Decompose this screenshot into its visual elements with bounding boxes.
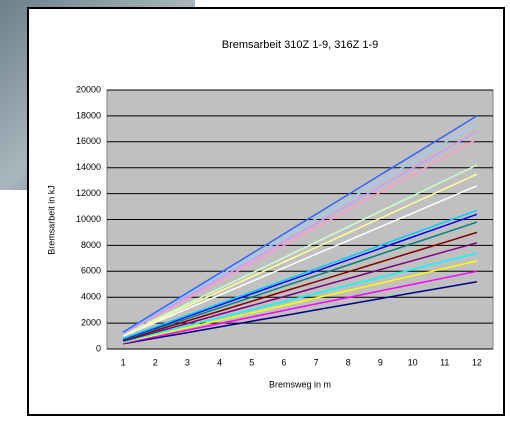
series-line: [122, 270, 478, 344]
y-tick-label: 20000: [76, 84, 101, 94]
x-tick-label: 12: [472, 357, 482, 367]
series-line: [122, 209, 478, 340]
series-line: [122, 164, 478, 336]
y-tick-label: 2000: [81, 317, 101, 327]
series-line: [122, 280, 478, 345]
y-tick-label: 12000: [76, 188, 101, 198]
series-line: [122, 252, 478, 343]
y-tick-label: 8000: [81, 240, 101, 250]
x-tick-label: 6: [281, 357, 286, 367]
x-tick-label: 9: [378, 357, 383, 367]
y-tick-label: 4000: [81, 292, 101, 302]
series-line: [122, 123, 478, 334]
x-tick-label: 3: [185, 357, 190, 367]
x-tick-label: 1: [121, 357, 126, 367]
y-tick-label: 0: [96, 343, 101, 353]
y-tick-label: 18000: [76, 110, 101, 120]
y-axis-label: Bremsarbeit in kJ: [46, 185, 56, 255]
x-axis-label: Bremsweg in m: [269, 379, 331, 389]
series-line: [122, 221, 478, 341]
x-tick-label: 11: [440, 357, 449, 367]
series-line: [122, 115, 478, 333]
x-tick-label: 4: [217, 357, 222, 367]
series-line: [122, 138, 478, 335]
series-line: [122, 213, 478, 341]
y-tick-label: 6000: [81, 266, 101, 276]
series-line: [122, 260, 478, 344]
series-line: [122, 231, 478, 342]
x-tick-label: 10: [408, 357, 418, 367]
y-tick-label: 10000: [76, 214, 101, 224]
x-tick-label: 8: [346, 357, 351, 367]
x-tick-label: 2: [153, 357, 158, 367]
x-tick-label: 7: [314, 357, 319, 367]
chart-title: Bremsarbeit 310Z 1-9, 316Z 1-9: [222, 39, 379, 51]
series-line: [122, 130, 478, 335]
series-line: [122, 173, 478, 337]
series-line: [122, 185, 478, 337]
x-tick-label: 5: [249, 357, 254, 367]
series-line: [122, 242, 478, 342]
y-tick-label: 16000: [76, 136, 101, 146]
y-tick-label: 14000: [76, 162, 101, 172]
